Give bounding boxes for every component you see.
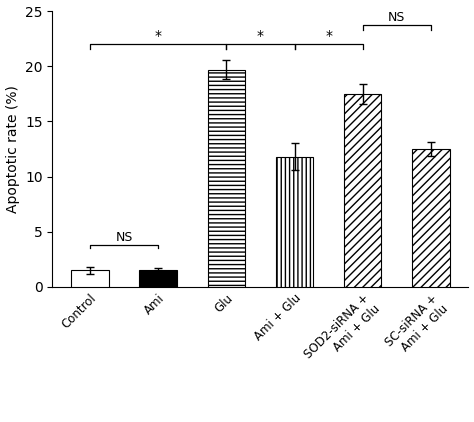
Bar <box>71 271 109 287</box>
Text: *: * <box>325 29 332 43</box>
Text: NS: NS <box>388 11 406 24</box>
Text: NS: NS <box>115 231 133 244</box>
Bar <box>276 157 313 287</box>
Y-axis label: Apoptotic rate (%): Apoptotic rate (%) <box>6 85 19 213</box>
Bar <box>208 70 245 287</box>
Text: *: * <box>257 29 264 43</box>
Bar <box>412 149 450 287</box>
Bar <box>139 271 177 287</box>
Bar <box>344 94 382 287</box>
Text: *: * <box>155 29 162 43</box>
